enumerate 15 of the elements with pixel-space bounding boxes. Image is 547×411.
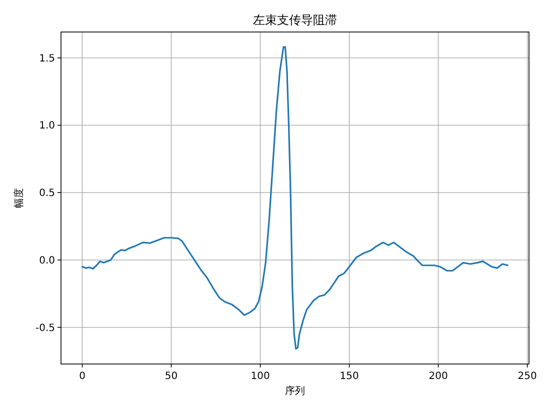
y-tick-label: 1.5 bbox=[39, 53, 55, 64]
chart-title: 左束支传导阻滞 bbox=[253, 13, 337, 27]
y-axis-title: 幅度 bbox=[13, 188, 25, 208]
x-tick-label: 250 bbox=[518, 371, 537, 382]
y-tick-label: -0.5 bbox=[35, 322, 55, 334]
y-tick-label: 0.5 bbox=[39, 188, 55, 200]
y-tick-label: 0.0 bbox=[39, 255, 55, 266]
line-series bbox=[81, 46, 509, 350]
x-tick-label: 0 bbox=[79, 371, 86, 382]
y-tick-label: 1.0 bbox=[39, 120, 55, 132]
x-tick-label: 150 bbox=[340, 371, 359, 382]
x-tick-label: 50 bbox=[164, 371, 178, 382]
x-tick-label: 100 bbox=[250, 371, 270, 382]
x-axis-title: 序列 bbox=[285, 385, 305, 397]
x-tick-label: 200 bbox=[428, 371, 448, 382]
